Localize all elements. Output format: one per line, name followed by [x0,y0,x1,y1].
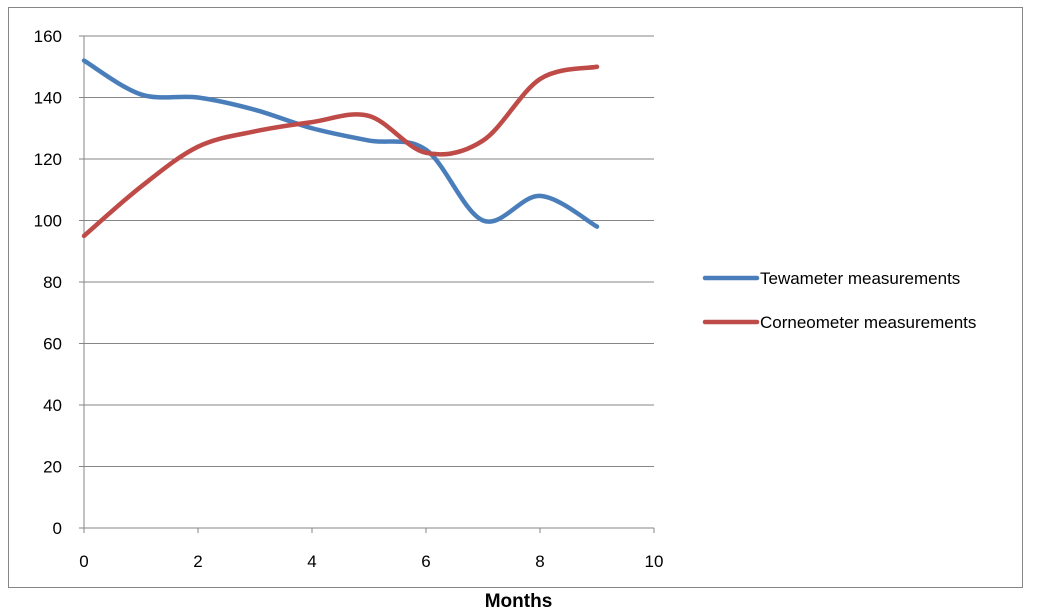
series-line-tewameter [81,58,600,229]
legend-label-tewameter: Tewameter measurements [760,269,960,288]
y-tick-label: 100 [34,212,62,231]
x-tick-label: 2 [193,552,202,571]
y-tick-label: 80 [43,273,62,292]
legend: Tewameter measurements Corneometer measur… [702,269,976,332]
axes: 0 20 40 60 80 100 120 140 160 0 2 4 6 8 10 [34,27,664,571]
y-tick-label: 120 [34,150,62,169]
y-tick-label: 60 [43,335,62,354]
x-tick-label: 6 [421,552,430,571]
gridlines [84,35,654,467]
x-axis-title: Months [484,591,553,612]
y-tick-label: 160 [34,27,62,46]
x-tick-label: 10 [645,552,664,571]
y-tick-label: 140 [34,89,62,108]
y-tick-label: 20 [43,458,62,477]
series-line-corneometer [81,64,600,239]
x-tick-label: 0 [79,552,88,571]
legend-label-corneometer: Corneometer measurements [760,313,976,332]
series-lines [81,58,600,239]
y-tick-label: 0 [53,519,62,538]
x-tick-label: 8 [535,552,544,571]
y-tick-label: 40 [43,396,62,415]
x-tick-label: 4 [307,552,316,571]
